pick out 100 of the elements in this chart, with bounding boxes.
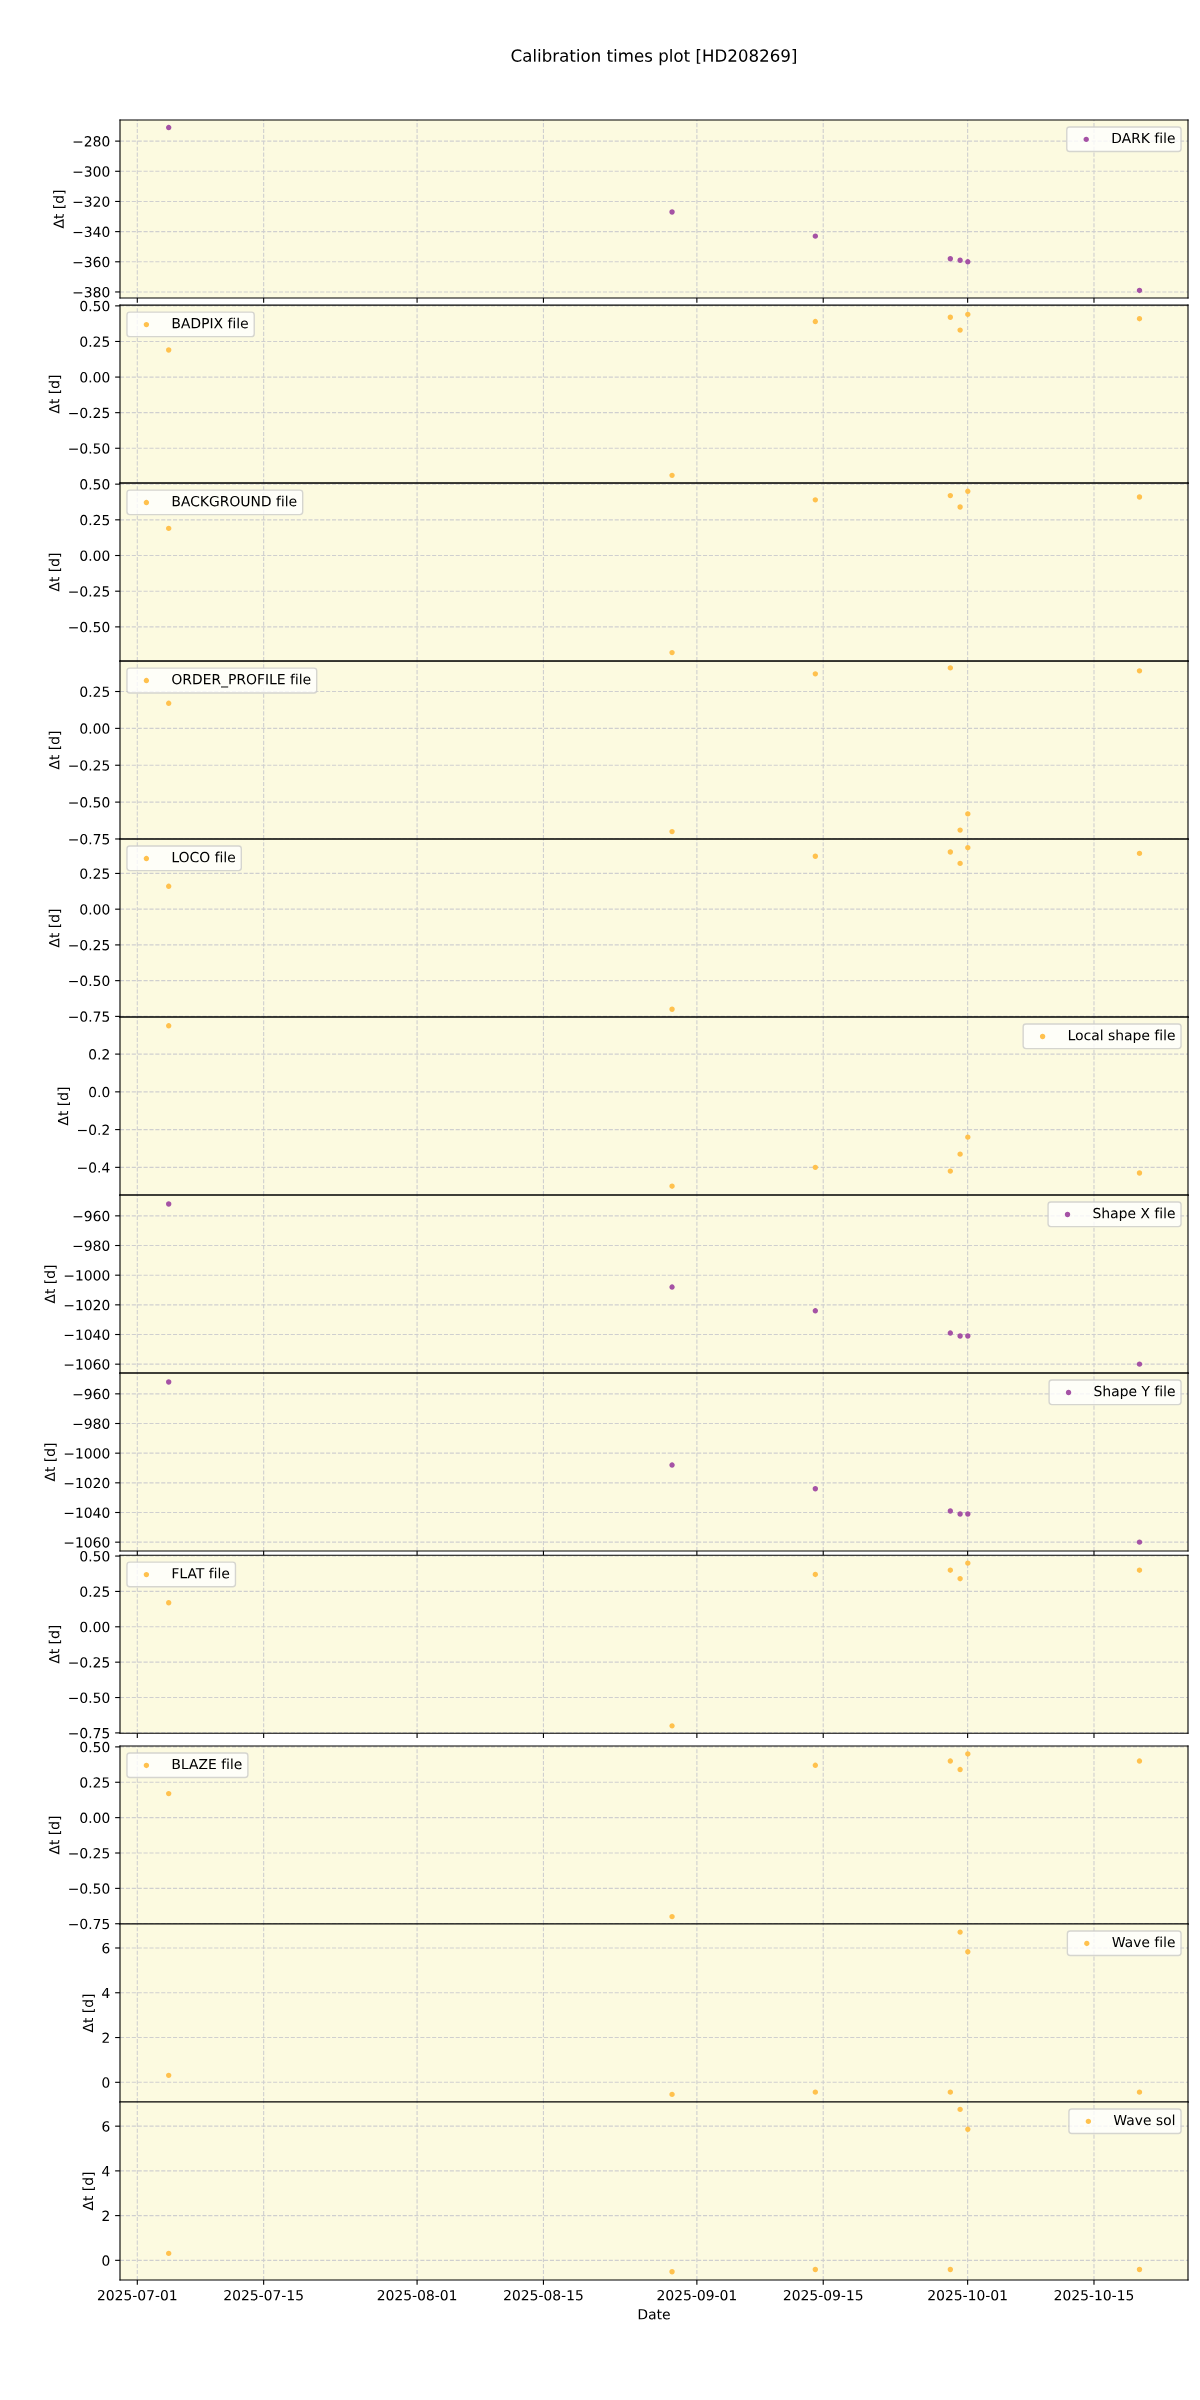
point xyxy=(947,2089,954,2095)
point xyxy=(669,472,675,479)
y-tick-label: 0.00 xyxy=(80,723,110,734)
point xyxy=(957,504,963,510)
y-tick-label: 2 xyxy=(102,2210,109,2221)
y-axis-title: Δt [d] xyxy=(82,2172,95,2211)
x-tick-label: 2025-07-15 xyxy=(224,2289,303,2301)
y-tick-label: −0.25 xyxy=(69,586,110,597)
point xyxy=(669,2269,675,2275)
point xyxy=(1136,2089,1143,2095)
y-tick-label: −1020 xyxy=(64,1299,110,1311)
point xyxy=(957,1766,963,1773)
y-tick-label: −0.50 xyxy=(69,1692,110,1704)
point xyxy=(947,665,954,671)
point xyxy=(957,2106,963,2113)
y-tick-label: −1060 xyxy=(64,1537,110,1548)
y-tick-label: 6 xyxy=(102,1942,110,1954)
point xyxy=(1136,1539,1143,1545)
y-tick-label: −0.75 xyxy=(69,1011,110,1022)
y-tick-label: 0.50 xyxy=(80,479,110,490)
point xyxy=(947,1168,954,1174)
point xyxy=(947,314,954,320)
point xyxy=(947,1330,954,1336)
y-tick-label: 0 xyxy=(102,2077,110,2088)
y-tick-label: −0.25 xyxy=(69,407,110,419)
y-tick-label: −0.50 xyxy=(69,621,110,633)
point xyxy=(1136,1567,1143,1573)
y-tick-label: 0.25 xyxy=(80,514,110,526)
x-tick-label: 2025-09-15 xyxy=(783,2289,863,2301)
y-tick-label: −1060 xyxy=(64,1359,110,1370)
y-tick-label: −0.50 xyxy=(69,1883,110,1894)
point xyxy=(166,347,172,353)
point xyxy=(669,209,675,215)
y-tick-label: −1000 xyxy=(64,1448,110,1459)
point xyxy=(812,1762,819,1768)
y-tick-label: −960 xyxy=(73,1388,110,1400)
y-tick-label: 0.25 xyxy=(80,1777,110,1788)
point xyxy=(166,1379,172,1385)
legend-label: Shape Y file xyxy=(1094,1385,1175,1400)
point xyxy=(669,1723,675,1729)
point xyxy=(947,492,954,499)
y-tick-label: 4 xyxy=(102,2166,110,2177)
point xyxy=(947,849,954,855)
point xyxy=(965,1333,971,1339)
point xyxy=(166,2072,172,2079)
point xyxy=(1136,316,1143,322)
point xyxy=(812,671,819,677)
y-tick-label: 0.00 xyxy=(80,550,110,561)
point xyxy=(812,1571,819,1578)
point xyxy=(166,883,172,889)
point xyxy=(1136,494,1143,500)
y-tick-label: 4 xyxy=(102,1987,110,1999)
x-tick-label: 2025-09-01 xyxy=(657,2289,736,2301)
point xyxy=(669,828,675,835)
y-tick-label: −1020 xyxy=(64,1477,110,1489)
point xyxy=(166,525,172,532)
y-tick-label: 0.25 xyxy=(80,686,110,697)
point xyxy=(1136,1361,1143,1367)
point xyxy=(1136,668,1143,674)
point xyxy=(166,1600,172,1606)
y-tick-label: −0.50 xyxy=(69,797,110,808)
y-axis-title: Δt [d] xyxy=(57,1087,70,1126)
y-tick-label: 0.50 xyxy=(80,1551,110,1562)
y-tick-label: −980 xyxy=(73,1240,110,1251)
point xyxy=(166,1023,172,1029)
point xyxy=(947,256,954,262)
y-tick-label: 0 xyxy=(102,2255,110,2266)
point xyxy=(812,1164,819,1171)
point xyxy=(812,1308,819,1314)
point xyxy=(669,1913,675,1920)
point xyxy=(957,1151,963,1157)
point xyxy=(166,1790,172,1797)
point xyxy=(669,1284,675,1290)
point xyxy=(947,2266,954,2273)
y-axis-title: Δt [d] xyxy=(48,553,62,592)
y-axis-title: Δt [d] xyxy=(48,375,62,414)
y-tick-label: 2 xyxy=(102,2032,109,2043)
y-tick-label: 0.50 xyxy=(80,300,110,312)
y-axis-title: Δt [d] xyxy=(48,909,62,948)
y-tick-label: −320 xyxy=(73,196,110,207)
y-tick-label: 0.2 xyxy=(89,1049,109,1060)
y-tick-label: −300 xyxy=(73,166,110,177)
point xyxy=(812,1486,819,1492)
y-tick-label: −0.25 xyxy=(69,1847,110,1859)
y-tick-label: −980 xyxy=(73,1418,110,1429)
y-tick-label: 0.25 xyxy=(80,336,110,347)
y-axis-title: Δt [d] xyxy=(48,1625,62,1664)
y-tick-label: −1040 xyxy=(64,1507,110,1518)
chart-title: Calibration times plot [HD208269] xyxy=(511,49,796,66)
point xyxy=(812,497,819,503)
x-tick-label: 2025-10-01 xyxy=(928,2289,1007,2301)
legend-label: Wave file xyxy=(1112,1936,1175,1948)
point xyxy=(1136,287,1143,294)
point xyxy=(965,1560,971,1566)
y-tick-label: −0.50 xyxy=(69,975,110,987)
point xyxy=(166,700,172,706)
y-tick-label: −1000 xyxy=(64,1270,110,1281)
y-tick-label: 0.50 xyxy=(80,1741,110,1753)
point xyxy=(812,318,819,325)
legend-label: DARK file xyxy=(1112,132,1175,144)
